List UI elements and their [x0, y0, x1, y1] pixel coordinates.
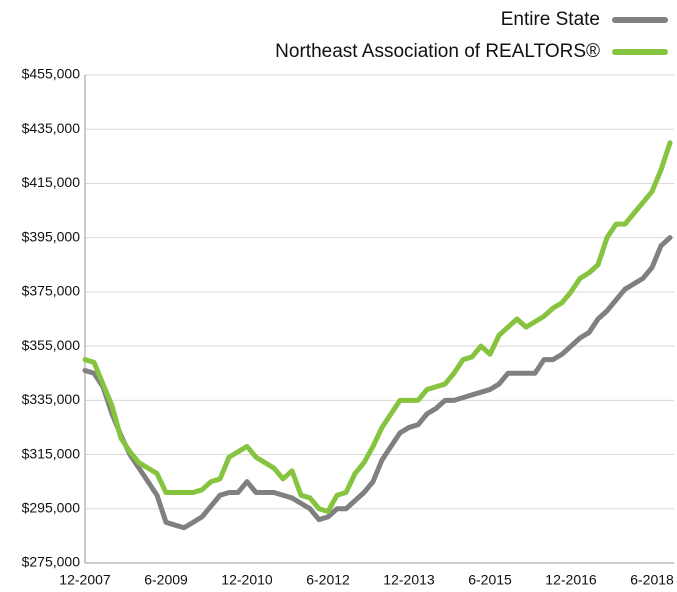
- x-tick-label: 6-2009: [144, 572, 188, 588]
- x-tick-label: 6-2012: [306, 572, 350, 588]
- y-tick-label: $435,000: [22, 120, 81, 136]
- x-tick-label: 12-2013: [383, 572, 435, 588]
- x-tick-label: 12-2010: [221, 572, 273, 588]
- y-tick-label: $455,000: [22, 66, 81, 82]
- x-tick-label: 6-2018: [630, 572, 674, 588]
- x-tick-label: 12-2007: [59, 572, 111, 588]
- y-tick-label: $275,000: [22, 554, 81, 570]
- y-tick-label: $315,000: [22, 445, 81, 461]
- legend-label: Entire State: [501, 9, 600, 30]
- y-tick-label: $355,000: [22, 337, 81, 353]
- y-tick-label: $375,000: [22, 283, 81, 299]
- y-tick-label: $295,000: [22, 499, 81, 515]
- x-tick-label: 12-2016: [545, 572, 597, 588]
- y-tick-label: $395,000: [22, 228, 81, 244]
- legend-label: Northeast Association of REALTORS®: [275, 41, 600, 62]
- y-tick-label: $335,000: [22, 391, 81, 407]
- series-line: [82, 140, 673, 514]
- y-tick-label: $415,000: [22, 174, 81, 190]
- series-line: [82, 235, 673, 531]
- x-tick-label: 6-2015: [468, 572, 512, 588]
